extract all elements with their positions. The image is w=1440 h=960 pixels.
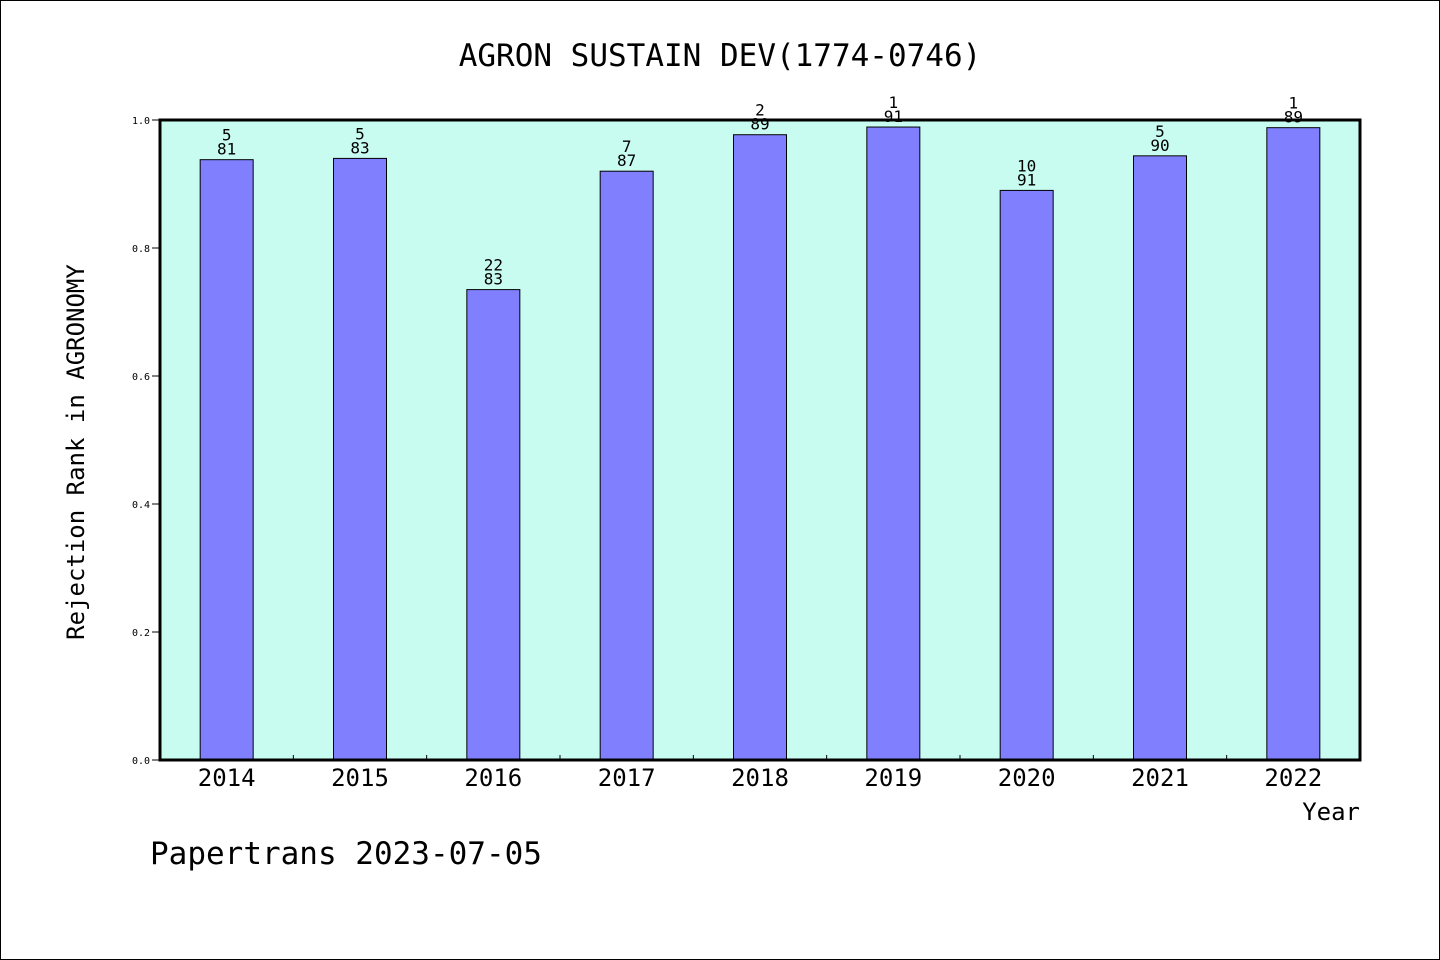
bar-label-top: 22 <box>484 256 503 275</box>
x-tick-label: 2017 <box>598 764 656 792</box>
bar-label-bottom: 83 <box>484 270 503 289</box>
bar-2018 <box>733 134 787 761</box>
bar-2014 <box>199 159 254 761</box>
bar-label-bottom: 91 <box>884 107 903 126</box>
bar-label-top: 5 <box>355 124 365 143</box>
bar-label-bottom: 89 <box>750 115 769 134</box>
bar-label-bottom: 81 <box>217 140 236 159</box>
bar-label-top: 7 <box>622 137 632 156</box>
x-tick-label: 2021 <box>1131 764 1189 792</box>
x-tick-label: 2018 <box>731 764 789 792</box>
bar-label-top: 10 <box>1017 156 1036 175</box>
x-tick-label: 2015 <box>331 764 389 792</box>
bar-label-top: 5 <box>222 126 232 145</box>
y-tick-label: 0.4 <box>132 500 150 511</box>
bar-label-top: 2 <box>755 101 765 120</box>
bar-label-top: 5 <box>1155 122 1165 141</box>
x-tick-label: 2014 <box>198 764 256 792</box>
bar-2021 <box>1133 155 1187 761</box>
y-tick-label: 0.2 <box>132 628 150 639</box>
bar-2016 <box>466 289 521 761</box>
y-tick-label: 0.0 <box>132 756 150 767</box>
x-tick-label: 2016 <box>464 764 522 792</box>
bar-label-bottom: 83 <box>350 138 369 157</box>
bar-2020 <box>999 189 1054 761</box>
x-tick-label: 2019 <box>864 764 922 792</box>
bar-2019 <box>866 126 921 761</box>
bar-label-bottom: 89 <box>1284 108 1303 127</box>
y-tick-label: 0.8 <box>132 244 150 255</box>
bar-label-top: 1 <box>1289 94 1299 113</box>
bar-label-bottom: 87 <box>617 151 636 170</box>
bar-2015 <box>333 157 387 761</box>
footer-note: Papertrans 2023-07-05 <box>150 836 542 872</box>
y-tick-label: 1.0 <box>132 116 150 127</box>
y-tick-label: 0.6 <box>132 372 150 383</box>
plot-border <box>158 118 1362 762</box>
x-tick-label: 2022 <box>1264 764 1322 792</box>
y-axis-label: Rejection Rank in AGRONOMY <box>62 264 90 640</box>
bar-label-bottom: 91 <box>1017 170 1036 189</box>
bar-label-top: 1 <box>889 93 899 112</box>
bar-label-bottom: 90 <box>1150 136 1169 155</box>
axis-ticks-group: 2014 2015 2016 2017 2018 2019 2020 2021 2022 0.0 0… <box>132 116 1322 792</box>
bar-2022 <box>1266 127 1321 761</box>
chart-title: AGRON SUSTAIN DEV(1774-0746) <box>459 38 982 74</box>
x-axis-label: Year <box>1302 798 1360 826</box>
bar-2017 <box>599 170 654 761</box>
x-tick-label: 2020 <box>998 764 1056 792</box>
